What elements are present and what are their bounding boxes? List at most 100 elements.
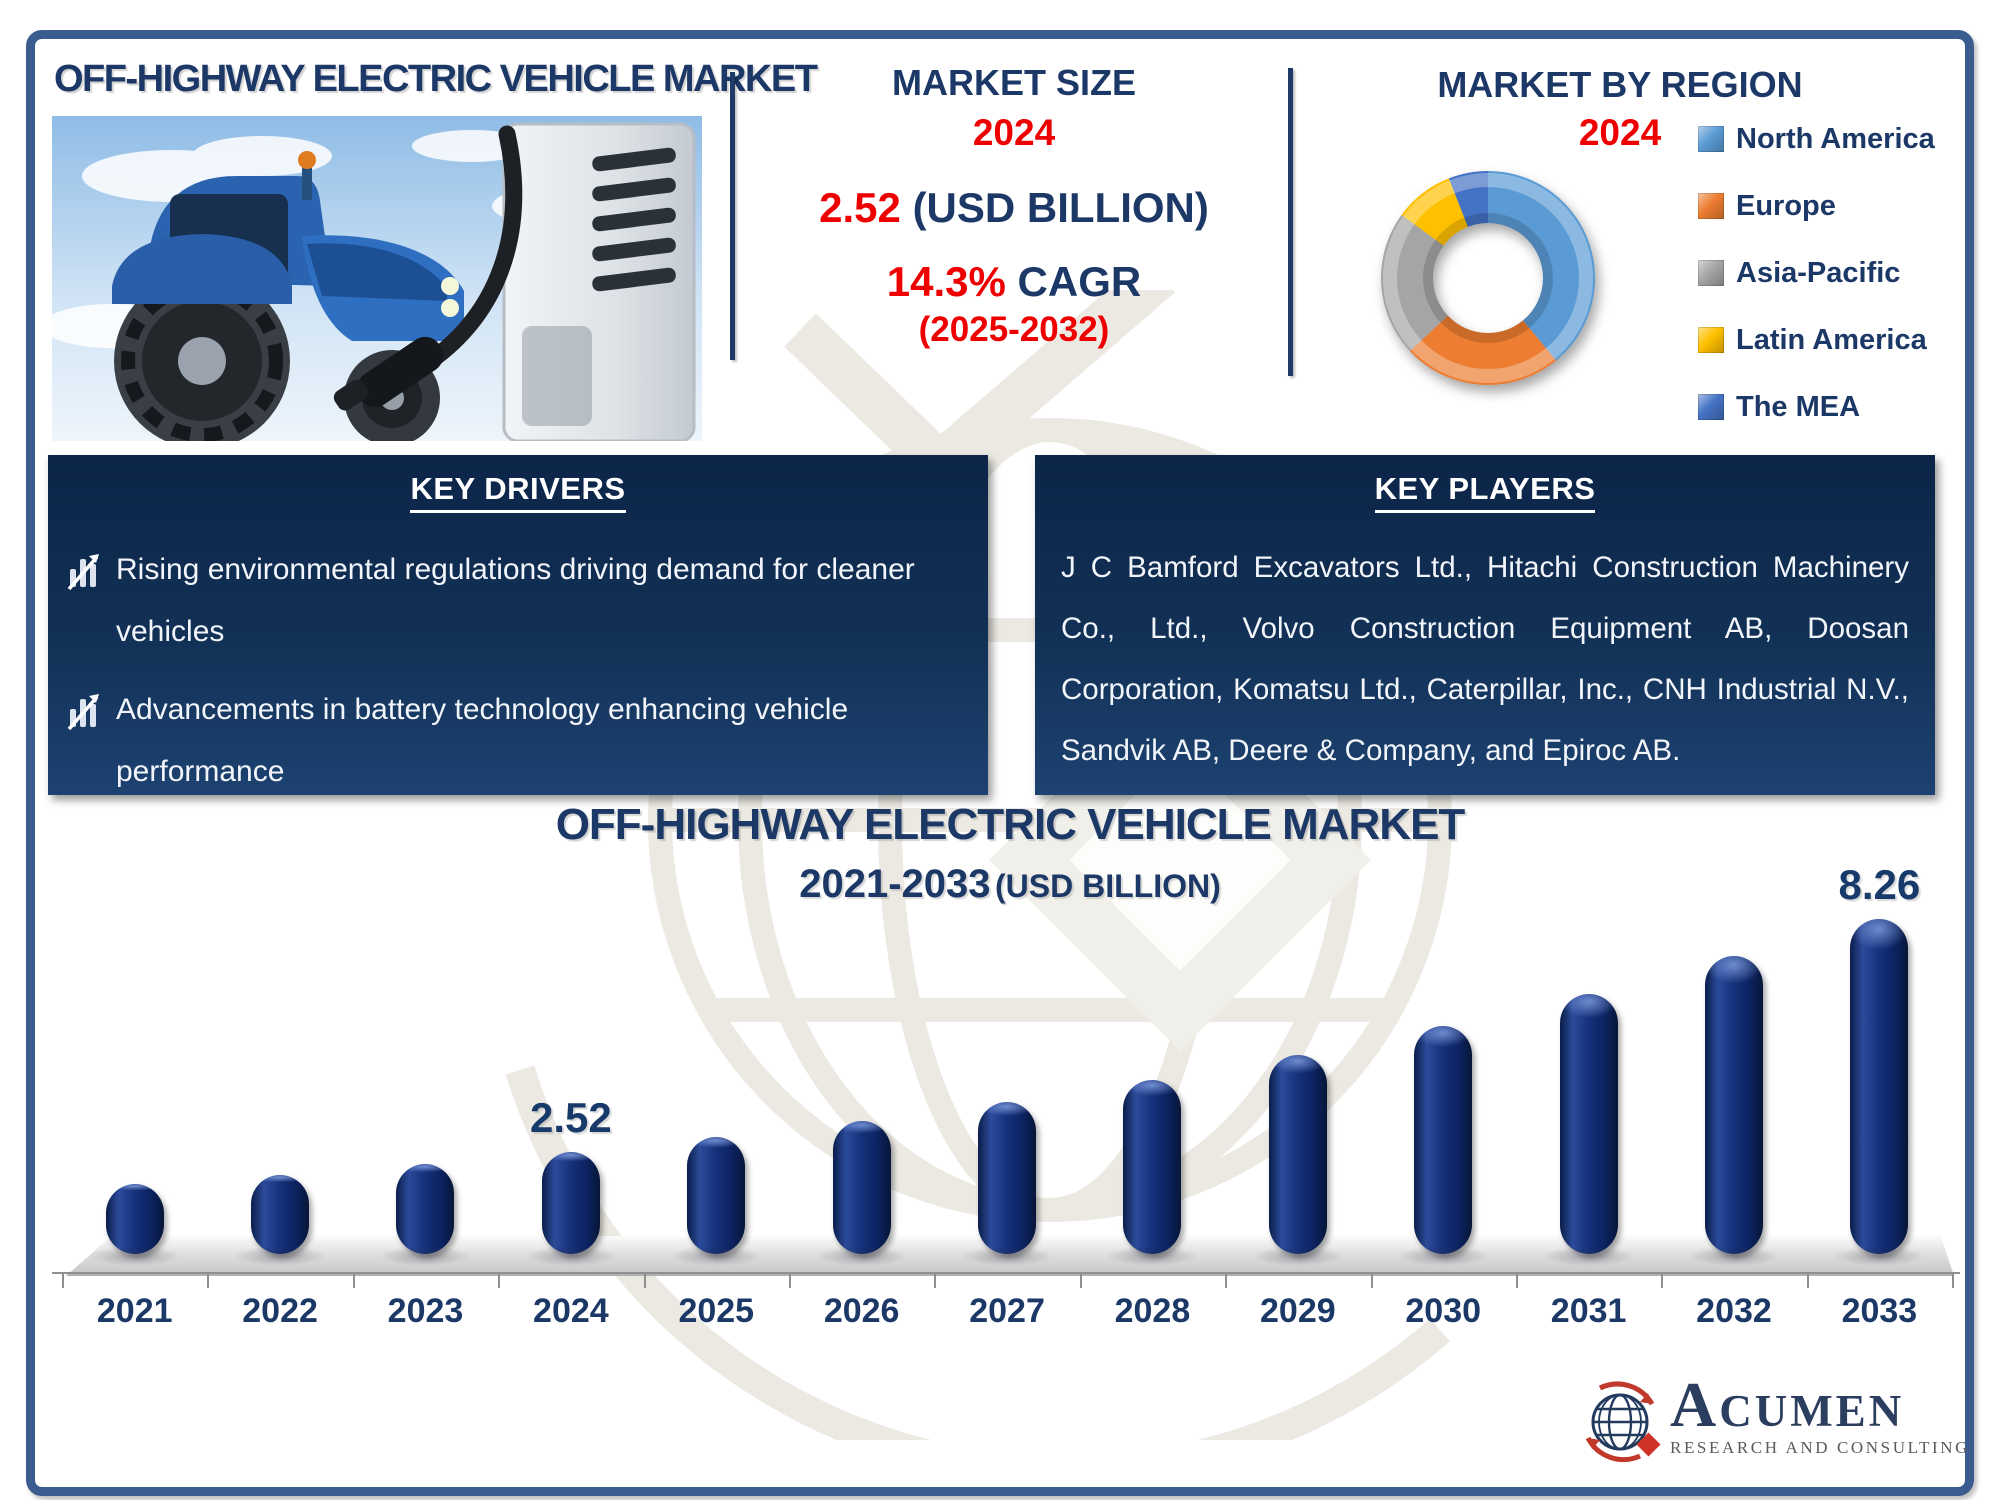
bar-cell-2027 <box>934 854 1079 1266</box>
bar-ground-shadow <box>670 1246 763 1266</box>
bar-ground-shadow <box>234 1246 327 1266</box>
legend-item-asia-pacific: Asia-Pacific <box>1698 257 1958 289</box>
bar-ground-shadow <box>815 1246 908 1266</box>
year-label-2033: 2033 <box>1841 1292 1918 1330</box>
bar-cell-2022 <box>207 854 352 1266</box>
charging-station-illustration <box>502 122 696 441</box>
bar-cell-2028 <box>1080 854 1225 1266</box>
legend-swatch-icon <box>1698 126 1724 152</box>
donut-segment-asia-pacific <box>1381 171 1595 385</box>
key-driver-text: Advancements in battery technology enhan… <box>116 693 849 788</box>
year-label-2024: 2024 <box>533 1292 609 1330</box>
cagr-period: (2025-2032) <box>918 310 1110 349</box>
bar-2027 <box>978 1102 1037 1254</box>
bar-cell-2032 <box>1661 854 1806 1266</box>
bar-cell-2031 <box>1516 854 1661 1266</box>
donut-inner-shade <box>1423 213 1553 343</box>
axis-tick <box>352 1274 498 1288</box>
key-players-heading: KEY PLAYERS <box>1374 471 1596 513</box>
bar-cell-2024: 2.52 <box>498 854 643 1266</box>
bar-2029 <box>1268 1055 1327 1254</box>
donut-segment-europe <box>1381 171 1595 385</box>
bar-cell-2029 <box>1225 854 1370 1266</box>
bar-ground-shadow <box>1687 1246 1780 1266</box>
bar-2026 <box>832 1121 891 1254</box>
key-drivers-heading: KEY DRIVERS <box>410 471 626 513</box>
market-size-panel: MARKET SIZE 2024 2.52 (USD BILLION) 14.3… <box>756 62 1272 350</box>
axis-tick <box>498 1274 643 1288</box>
year-label-2027: 2027 <box>969 1292 1045 1330</box>
bar-ground-shadow <box>379 1246 472 1266</box>
x-axis-labels: 2021 2022 2023 2024 2025 2026 2027 2028 2029 2030… <box>62 1292 1952 1331</box>
donut-segment-the-mea <box>1381 171 1595 385</box>
hero-image <box>52 116 702 441</box>
year-label-2028: 2028 <box>1114 1292 1191 1330</box>
legend-label: Asia-Pacific <box>1736 256 1901 289</box>
logo-name: Acumen <box>1670 1369 1905 1440</box>
bar-cell-2023 <box>353 854 498 1266</box>
market-size-year: 2024 <box>972 112 1056 153</box>
header-divider-left <box>730 72 735 360</box>
legend-swatch-icon <box>1698 193 1724 219</box>
axis-tick <box>788 1274 934 1288</box>
key-driver-text: Rising environmental regulations driving… <box>116 553 915 648</box>
growth-chart-icon <box>67 554 99 591</box>
bar-2028 <box>1123 1080 1182 1254</box>
bar-chart-title: OFF-HIGHWAY ELECTRIC VEHICLE MARKET <box>555 800 1466 849</box>
bar-cell-2026 <box>789 854 934 1266</box>
axis-tick <box>1806 1274 1952 1288</box>
bar-ground-shadow <box>1106 1246 1199 1266</box>
axis-tick <box>1515 1274 1661 1288</box>
acumen-logo: Acumen RESEARCH AND CONSULTING <box>1578 1369 1970 1468</box>
bar-2022 <box>251 1175 310 1254</box>
year-label-2032: 2032 <box>1696 1292 1772 1330</box>
axis-tick <box>207 1274 352 1288</box>
bar-2033 <box>1850 919 1909 1254</box>
bar-ground-shadow <box>1833 1246 1926 1266</box>
bar-value-label-2024: 2.52 <box>529 1094 612 1141</box>
axis-tick <box>62 1274 207 1288</box>
legend-swatch-icon <box>1698 394 1724 420</box>
bar-2023 <box>396 1164 455 1254</box>
legend-label: The MEA <box>1736 390 1861 423</box>
bar-chart-bars: 2.52 8.26 <box>62 854 1952 1266</box>
region-donut-chart <box>1366 156 1610 400</box>
axis-tick <box>1079 1274 1225 1288</box>
bar-ground-shadow <box>1251 1246 1344 1266</box>
bar-2021 <box>105 1184 164 1254</box>
page-border-frame <box>26 30 1974 1496</box>
legend-item-latin-america: Latin America <box>1698 324 1958 356</box>
bar-2030 <box>1414 1026 1473 1254</box>
legend-label: Latin America <box>1736 323 1927 356</box>
market-by-region-heading: MARKET BY REGION <box>1437 64 1803 105</box>
region-legend: North America Europe Asia-Pacific Latin Ame… <box>1698 123 1958 461</box>
legend-item-europe: Europe <box>1698 190 1958 222</box>
globe-logo-icon <box>1585 1381 1661 1463</box>
bar-2032 <box>1704 956 1763 1254</box>
bar-2031 <box>1559 994 1618 1254</box>
legend-swatch-icon <box>1698 327 1724 353</box>
year-label-2023: 2023 <box>387 1292 464 1330</box>
key-drivers-box: KEY DRIVERS Rising environmental regulat… <box>48 455 988 795</box>
market-size-unit: (USD BILLION) <box>912 184 1209 231</box>
market-size-value: 2.52 <box>819 184 901 231</box>
year-label-2021: 2021 <box>96 1292 173 1330</box>
bar-2025 <box>687 1137 746 1254</box>
market-by-region-year: 2024 <box>1578 112 1662 153</box>
donut-highlight <box>1383 173 1593 383</box>
market-size-cagr-line: 14.3% CAGR <box>756 258 1272 306</box>
bar-cell-2033: 8.26 <box>1807 854 1952 1266</box>
growth-chart-icon <box>67 694 99 731</box>
cagr-label: CAGR <box>1017 258 1142 305</box>
bar-ground-shadow <box>524 1246 617 1266</box>
bar-value-label-2033: 8.26 <box>1838 861 1921 908</box>
cagr-value: 14.3% <box>886 258 1006 305</box>
key-players-text: J C Bamford Excavators Ltd., Hitachi Con… <box>1061 551 1909 767</box>
page-title: OFF-HIGHWAY ELECTRIC VEHICLE MARKET <box>54 58 818 100</box>
bar-cell-2030 <box>1371 854 1516 1266</box>
key-driver-item: Advancements in battery technology enhan… <box>66 679 958 803</box>
key-players-box: KEY PLAYERS J C Bamford Excavators Ltd.,… <box>1035 455 1935 795</box>
year-label-2029: 2029 <box>1260 1292 1336 1330</box>
bar-ground-shadow <box>1397 1246 1490 1266</box>
